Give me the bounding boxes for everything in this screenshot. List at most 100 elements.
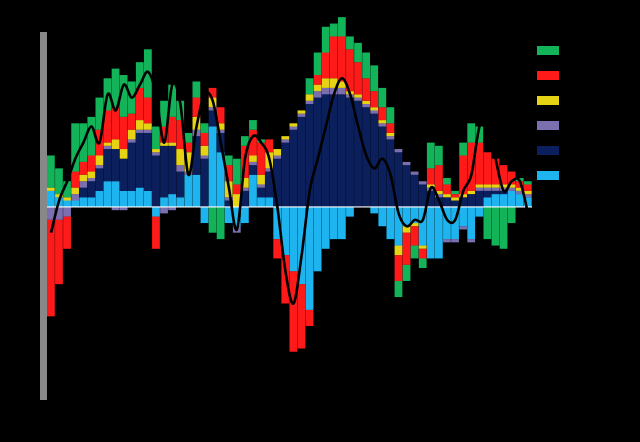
bar-segment: [144, 132, 152, 191]
bar-segment: [71, 171, 80, 188]
bar-segment: [515, 181, 524, 188]
bar-segment: [79, 161, 88, 175]
bar-segment: [313, 97, 322, 207]
bar-segment: [346, 97, 354, 207]
bar-segment: [491, 194, 500, 207]
bar-segment: [160, 197, 168, 207]
bar-segment: [443, 239, 451, 243]
bar-segment: [467, 142, 476, 191]
bar-segment: [523, 190, 532, 195]
bar-segment: [79, 174, 88, 182]
bar-segment: [87, 171, 96, 178]
bar-segment: [289, 206, 298, 272]
bar-segment: [176, 197, 185, 207]
bar-segment: [200, 123, 209, 133]
bar-segment: [87, 197, 96, 207]
bar-segment: [491, 184, 500, 188]
bar-segment: [216, 123, 225, 130]
bar-segment: [200, 155, 209, 159]
bar-segment: [249, 129, 257, 156]
bar-segment: [346, 36, 354, 50]
bar-segment: [305, 94, 314, 101]
legend-swatch-green: [537, 46, 559, 55]
bar-segment: [507, 184, 516, 188]
bar-segment: [515, 194, 524, 207]
bar-segment: [418, 248, 427, 259]
bar-segment: [338, 206, 346, 240]
bar-segment: [523, 197, 532, 207]
bar-segment: [499, 165, 508, 185]
bar-segment: [386, 123, 395, 133]
bar-segment: [152, 149, 160, 153]
bar-segment: [135, 87, 144, 121]
bar-segment: [152, 152, 160, 156]
bar-segment: [144, 49, 152, 98]
bar-segment: [55, 168, 63, 195]
bar-segment: [491, 158, 500, 185]
bar-segment: [257, 187, 265, 198]
bar-segment: [329, 23, 338, 37]
bar-segment: [394, 245, 403, 256]
bar-segment: [297, 116, 306, 207]
bar-segment: [111, 206, 120, 211]
bar-segment: [200, 145, 209, 156]
bar-segment: [305, 206, 314, 310]
bar-segment: [144, 129, 152, 133]
bar-segment: [459, 226, 468, 230]
legend-swatch-navy: [537, 146, 559, 155]
bar-segment: [111, 68, 120, 108]
bar-segment: [483, 190, 492, 198]
bar-segment: [459, 197, 468, 207]
bar-segment: [305, 100, 314, 104]
bar-segment: [168, 84, 177, 117]
bar-segment: [208, 126, 217, 207]
bar-segment: [475, 142, 484, 185]
bar-segment: [418, 245, 427, 249]
bar-segment: [378, 206, 387, 227]
legend-swatch-light-blue: [537, 171, 559, 180]
bar-segment: [338, 81, 346, 88]
bar-segment: [435, 194, 443, 198]
bar-segment: [200, 158, 209, 207]
bar-segment: [144, 190, 152, 207]
bar-segment: [378, 120, 387, 124]
bar-segment: [95, 190, 104, 207]
bar-segment: [168, 116, 177, 143]
bar-segment: [241, 190, 249, 207]
bar-segment: [63, 216, 71, 249]
bar-segment: [127, 139, 136, 143]
bar-segment: [499, 206, 508, 249]
bar-segment: [491, 190, 500, 195]
bar-segment: [289, 271, 298, 352]
legend: [537, 46, 559, 180]
bar-segment: [483, 206, 492, 240]
bar-segment: [152, 155, 160, 207]
bar-segment: [216, 129, 225, 133]
bar-segment: [362, 104, 371, 108]
bar-segment: [200, 132, 209, 146]
series-light-blue: [47, 126, 532, 310]
legend-swatch-red: [537, 71, 559, 80]
bar-segment: [71, 123, 80, 172]
bar-segment: [249, 174, 257, 207]
bar-segment: [402, 226, 411, 233]
bar-segment: [394, 206, 403, 246]
bar-segment: [241, 206, 249, 224]
bar-segment: [313, 91, 322, 98]
bar-segment: [523, 194, 532, 198]
bar-segment: [394, 255, 403, 281]
bar-segment: [168, 206, 177, 211]
bar-segment: [63, 181, 71, 198]
bar-segment: [475, 206, 484, 217]
bar-segment: [55, 206, 63, 220]
legend-swatch-purple: [537, 121, 559, 130]
bar-segment: [459, 142, 468, 156]
bar-segment: [338, 94, 346, 207]
bar-segment: [386, 107, 395, 124]
bar-segment: [232, 206, 241, 227]
bar-segment: [475, 184, 484, 188]
bar-segment: [87, 155, 96, 172]
bar-segment: [338, 87, 346, 95]
bar-segment: [475, 126, 484, 143]
